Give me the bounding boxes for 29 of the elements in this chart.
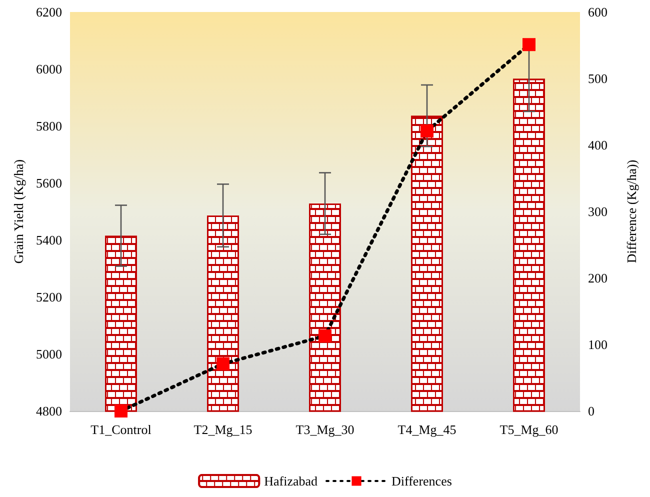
point [114, 404, 128, 418]
y-tick-label: 6200 [36, 4, 62, 20]
legend-label: Hafizabad [264, 474, 318, 488]
y2-tick-label: 100 [588, 337, 608, 352]
y2-tick-label: 0 [588, 404, 594, 418]
y-tick-label: 5800 [36, 118, 62, 134]
x-tick-label: T2_Mg_15 [194, 422, 252, 437]
point [318, 329, 332, 342]
point [420, 124, 434, 138]
x-tick-label: T1_Control [90, 422, 152, 437]
point [216, 357, 230, 370]
y-tick-label: 6000 [36, 62, 62, 76]
legend-label: Differences [392, 474, 452, 488]
y-axis-title: Grain Yield (Kg/ha) [11, 159, 26, 264]
y-tick-label: 4800 [36, 404, 62, 418]
y-tick-label: 5400 [36, 232, 62, 248]
point [522, 38, 536, 52]
y2-tick-label: 500 [588, 71, 608, 86]
y2-axis-title: Difference (Kg/ha)) [624, 160, 639, 264]
y-tick-label: 5000 [36, 346, 62, 362]
y2-tick-label: 300 [588, 204, 608, 219]
y-tick-label: 5200 [36, 290, 62, 304]
y2-tick-label: 400 [588, 138, 608, 152]
x-tick-label: T5_Mg_60 [500, 422, 558, 437]
y2-tick-label: 200 [588, 270, 608, 286]
y-tick-label: 5600 [36, 176, 62, 190]
x-tick-label: T3_Mg_30 [296, 422, 354, 437]
y2-tick-label: 600 [588, 4, 608, 20]
x-tick-label: T4_Mg_45 [398, 422, 456, 437]
